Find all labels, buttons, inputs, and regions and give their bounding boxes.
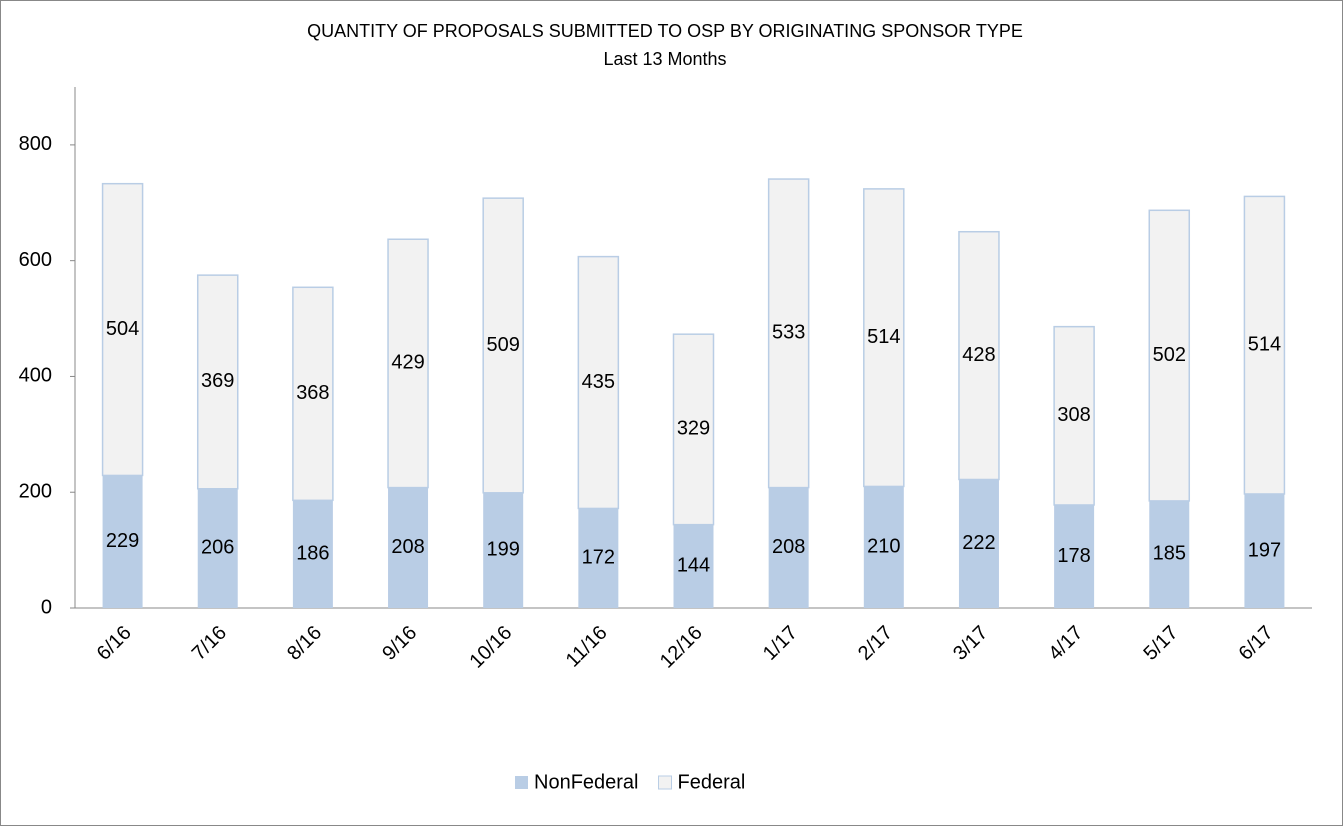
- data-label: 199: [487, 539, 520, 561]
- data-label: 208: [772, 536, 805, 558]
- data-label: 329: [677, 418, 710, 440]
- bar-segment: [578, 508, 619, 608]
- y-tick-label: 200: [19, 481, 52, 503]
- data-label: 186: [296, 542, 329, 564]
- y-tick-label: 400: [19, 365, 52, 387]
- legend-label: Federal: [678, 771, 746, 793]
- bar-segment: [482, 197, 524, 494]
- data-label: 369: [201, 370, 234, 392]
- bar-segment: [1148, 209, 1191, 502]
- data-label: 197: [1248, 539, 1281, 561]
- data-label: 504: [106, 318, 139, 340]
- bar-segment: [768, 487, 809, 608]
- data-label: 533: [772, 322, 805, 344]
- bar-segment: [863, 188, 905, 488]
- bar-segment: [388, 487, 429, 608]
- data-label: 144: [677, 555, 710, 577]
- data-label: 368: [296, 382, 329, 404]
- y-tick-label: 600: [19, 249, 52, 271]
- data-label: 229: [106, 530, 139, 552]
- bar-segment: [1054, 504, 1095, 608]
- bar-segment: [577, 255, 620, 510]
- bar-segment: [1053, 325, 1095, 506]
- bar-segment: [197, 488, 238, 608]
- y-tick-label: 800: [19, 133, 52, 155]
- data-label: 514: [867, 326, 900, 348]
- legend-swatch: [658, 775, 673, 790]
- data-label: 206: [201, 537, 234, 559]
- data-label: 429: [391, 352, 424, 374]
- legend-swatch: [515, 776, 528, 789]
- bar-segment: [387, 238, 429, 489]
- data-label: 222: [962, 532, 995, 554]
- bar-segment: [958, 479, 999, 608]
- data-label: 435: [582, 371, 615, 393]
- bar-segment: [101, 182, 144, 477]
- legend-label: NonFederal: [534, 771, 639, 793]
- y-tick-label: 0: [41, 596, 52, 618]
- bar-segment: [292, 500, 333, 608]
- bar-segment: [673, 524, 714, 608]
- bar-segment: [863, 486, 904, 608]
- bar-segment: [958, 230, 1000, 481]
- data-label: 178: [1057, 545, 1090, 567]
- data-label: 308: [1057, 404, 1090, 426]
- bar-segment: [672, 333, 715, 526]
- bar-segment: [1244, 493, 1285, 608]
- bar-segment: [483, 492, 524, 608]
- chart-title: QUANTITY OF PROPOSALS SUBMITTED TO OSP B…: [307, 21, 1023, 41]
- bar-segment: [102, 475, 143, 608]
- chart-subtitle: Last 13 Months: [603, 49, 726, 69]
- data-label: 502: [1153, 344, 1186, 366]
- data-label: 210: [867, 535, 900, 557]
- data-label: 172: [582, 546, 615, 568]
- bar-segment: [292, 286, 334, 502]
- bar-segment: [1149, 500, 1190, 608]
- bar-segment: [767, 178, 810, 489]
- data-label: 185: [1153, 543, 1186, 565]
- data-label: 208: [391, 536, 424, 558]
- bar-segment: [196, 274, 239, 490]
- data-label: 509: [487, 334, 520, 356]
- data-label: 428: [962, 344, 995, 366]
- data-label: 514: [1248, 333, 1281, 355]
- bar-segment: [1243, 195, 1286, 495]
